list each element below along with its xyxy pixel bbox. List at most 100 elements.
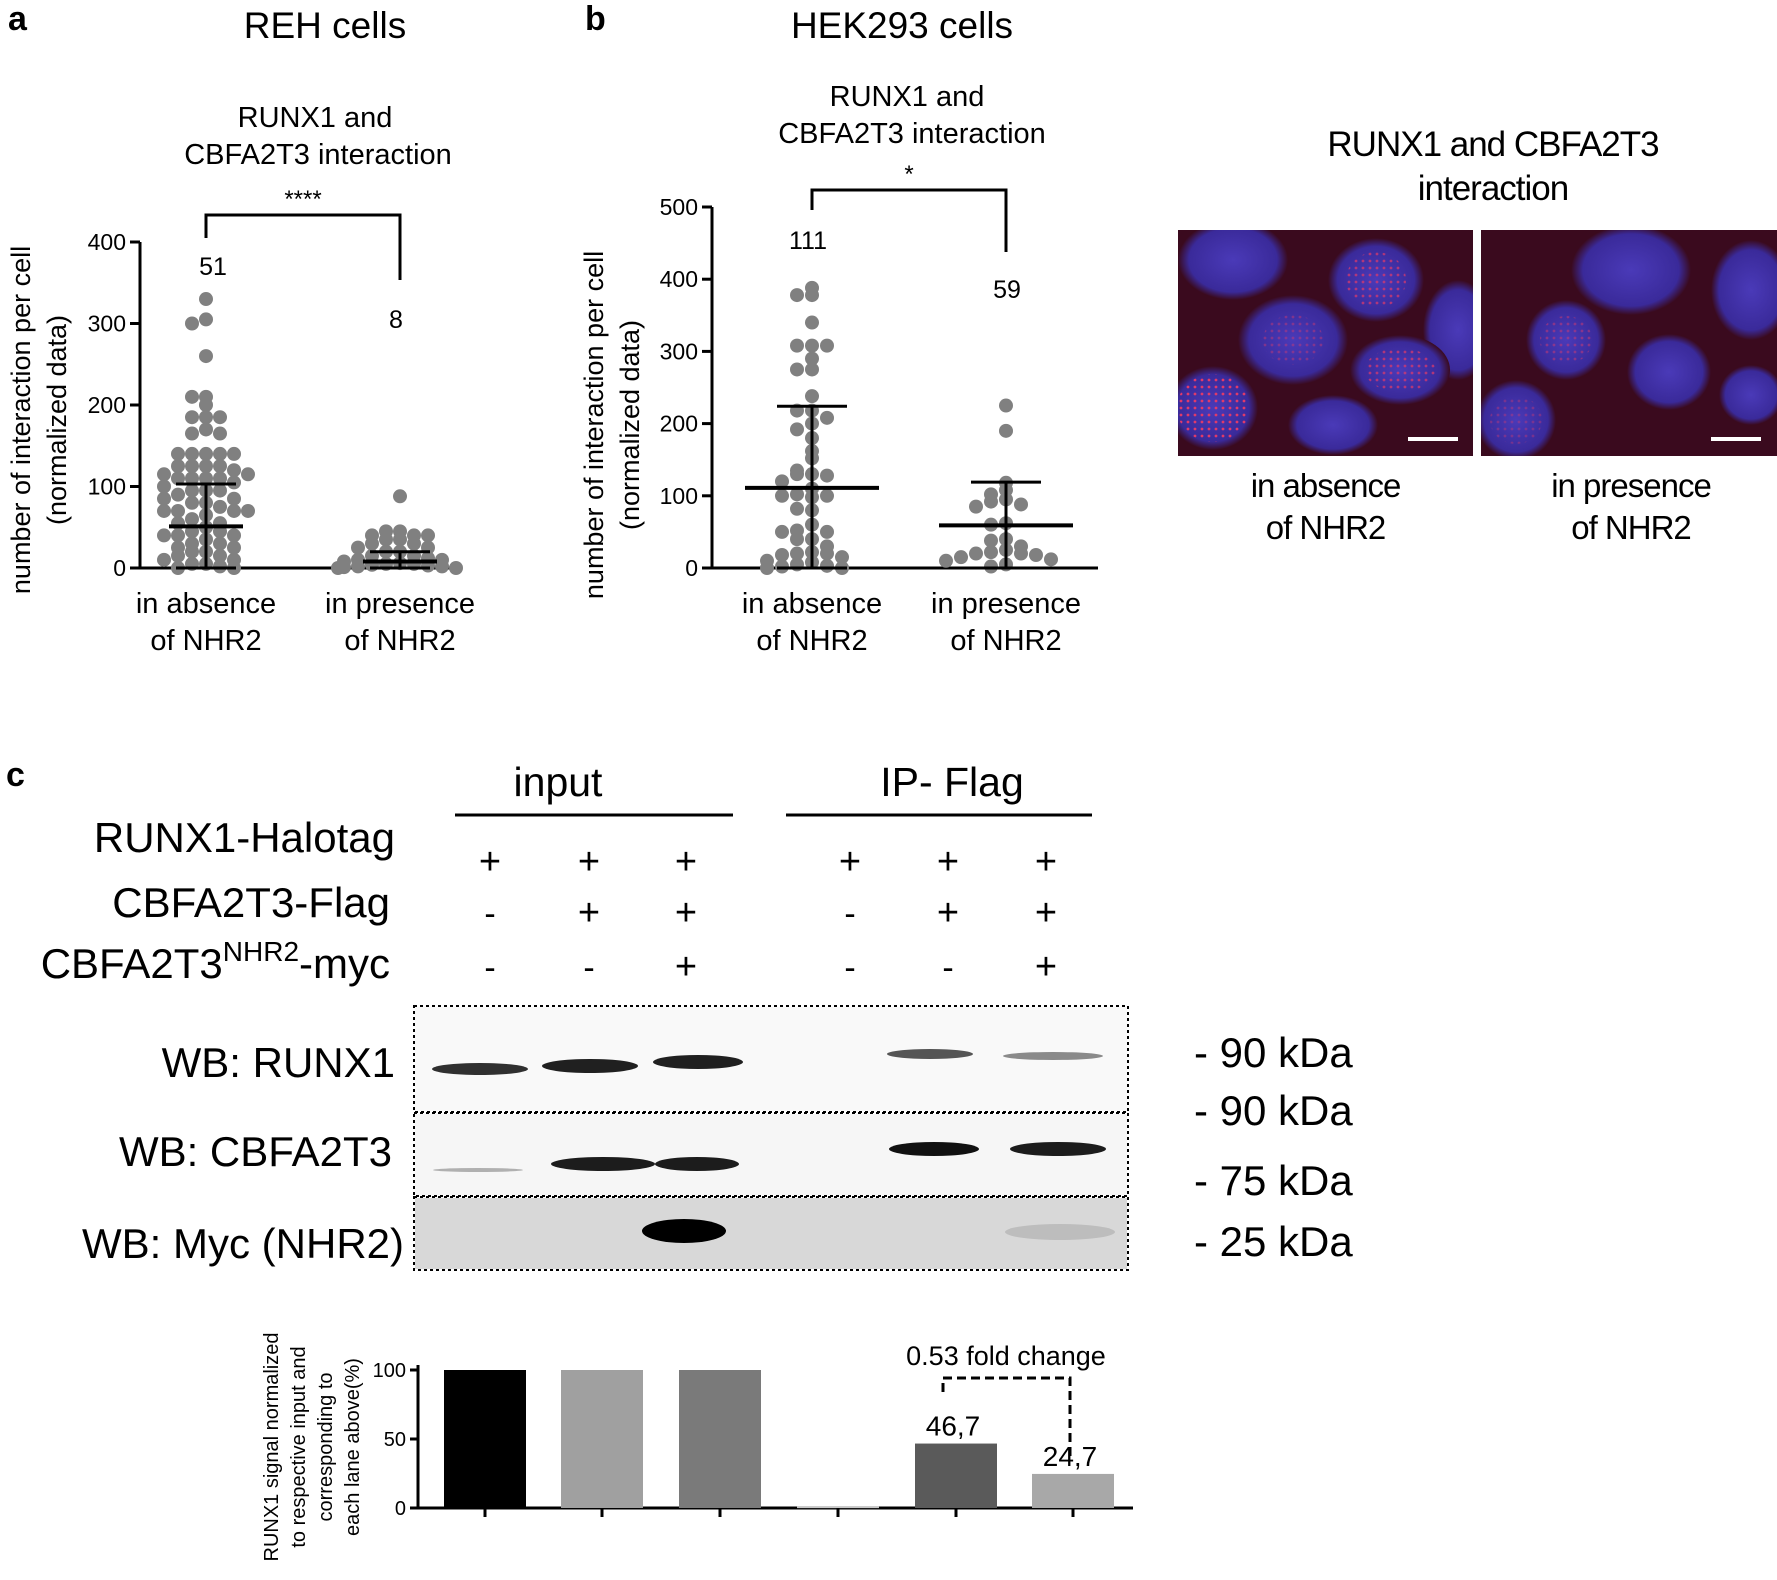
data-point xyxy=(227,540,241,555)
data-point xyxy=(331,561,345,575)
microscopy-image-absence xyxy=(1178,230,1473,456)
data-point xyxy=(449,561,463,575)
data-point xyxy=(199,410,213,425)
data-point xyxy=(805,338,819,353)
data-point xyxy=(227,503,241,518)
y-tick-label: 200 xyxy=(660,411,698,437)
data-point xyxy=(984,545,998,560)
n-label: 8 xyxy=(389,306,403,334)
minus-sign: - xyxy=(484,949,495,987)
significance-label: * xyxy=(904,161,913,188)
data-point xyxy=(171,528,185,543)
data-point xyxy=(157,552,171,567)
marker-75kda: - 75 kDa xyxy=(1194,1157,1353,1204)
chart-c-ylabel-line4: each lane above(%) xyxy=(342,1358,364,1536)
band-cbfa2t3-lane3 xyxy=(655,1157,739,1171)
image-label-absence: in absence of NHR2 xyxy=(1178,465,1473,549)
band-runx1-lane5 xyxy=(887,1049,973,1059)
plus-sign: + xyxy=(578,892,600,934)
y-tick-label: 50 xyxy=(384,1429,406,1451)
minus-sign: - xyxy=(844,895,855,933)
data-point xyxy=(954,550,968,565)
puncta xyxy=(1540,316,1592,364)
x-category-label: in absence xyxy=(136,588,276,620)
data-point xyxy=(171,487,185,502)
data-point xyxy=(1029,548,1043,563)
panel-a-heading: REH cells xyxy=(244,5,406,46)
chart-b-title-line1: RUNX1 and xyxy=(830,81,985,113)
data-point xyxy=(984,494,998,509)
scale-bar xyxy=(1711,437,1761,441)
y-tick-label: 200 xyxy=(88,392,126,418)
blot-label-runx1: WB: RUNX1 xyxy=(162,1039,395,1086)
data-point xyxy=(790,362,804,377)
plus-sign: + xyxy=(1035,841,1057,883)
data-point xyxy=(171,471,185,486)
data-point xyxy=(393,489,407,504)
data-point xyxy=(1044,552,1058,567)
bar xyxy=(444,1370,526,1508)
plus-sign: + xyxy=(1035,946,1057,988)
data-point xyxy=(820,558,834,573)
data-point xyxy=(185,471,199,486)
plus-sign: + xyxy=(675,946,697,988)
x-category-label: of NHR2 xyxy=(756,625,867,657)
y-tick-label: 100 xyxy=(88,474,126,500)
data-point xyxy=(199,349,213,364)
image-label-presence-line1: in presence xyxy=(1551,467,1712,504)
significance-bracket xyxy=(810,188,1008,252)
plus-sign: + xyxy=(839,841,861,883)
x-category-label: of NHR2 xyxy=(344,625,455,657)
microscopy-image-presence xyxy=(1481,230,1777,456)
data-point xyxy=(213,410,227,425)
data-point xyxy=(435,559,449,574)
nucleus xyxy=(1711,240,1777,340)
puncta xyxy=(1263,315,1323,365)
chart-c-ylabel-line2: to respective input and xyxy=(288,1346,310,1547)
n-label: 111 xyxy=(789,227,827,255)
condition-label-cbfa2t3-nhr2-myc: CBFA2T3NHR2-myc xyxy=(41,936,390,987)
data-point xyxy=(185,512,199,527)
images-title-line1: RUNX1 and CBFA2T3 xyxy=(1327,125,1659,164)
data-point xyxy=(227,491,241,506)
puncta xyxy=(1346,252,1406,308)
data-point xyxy=(820,468,834,483)
microscopy-presence-svg xyxy=(1481,230,1777,456)
bar xyxy=(797,1506,879,1509)
data-point xyxy=(171,548,185,563)
puncta xyxy=(1178,374,1249,442)
plus-sign: + xyxy=(675,892,697,934)
data-point xyxy=(820,338,834,353)
data-point xyxy=(1014,546,1028,561)
data-point xyxy=(775,548,789,563)
marker-25kda: - 25 kDa xyxy=(1194,1218,1353,1265)
data-point xyxy=(185,544,199,559)
y-tick-label: 100 xyxy=(373,1360,406,1382)
data-point xyxy=(790,338,804,353)
data-point xyxy=(805,351,819,366)
plus-sign: + xyxy=(937,892,959,934)
y-tick-label: 0 xyxy=(113,555,126,581)
condition-label-cbfa2t3-flag: CBFA2T3-Flag xyxy=(112,879,390,926)
data-point xyxy=(199,398,213,412)
bar-value-label: 24,7 xyxy=(1043,1441,1098,1472)
image-label-presence-line2: of NHR2 xyxy=(1571,509,1692,546)
n-label: 59 xyxy=(993,276,1021,304)
minus-sign: - xyxy=(942,949,953,987)
plus-sign: + xyxy=(675,841,697,883)
data-point xyxy=(939,553,953,568)
data-point xyxy=(790,288,804,303)
chart-c-bars: 0 50 100 46,7 24,7 xyxy=(373,1360,1133,1520)
blot-cbfa2t3-bands xyxy=(433,1142,1106,1172)
data-point xyxy=(407,536,421,551)
data-point xyxy=(805,315,819,330)
band-cbfa2t3-lane6 xyxy=(1010,1142,1106,1156)
microscopy-absence-svg xyxy=(1178,230,1473,456)
significance-bracket xyxy=(204,213,402,280)
y-tick-label: 400 xyxy=(660,266,698,292)
image-label-absence-line1: in absence xyxy=(1250,467,1402,504)
condition-signs: + + + + + + - + + - + + - - + - - + xyxy=(479,841,1057,988)
chart-c-ylabel-line1: RUNX1 signal normalized xyxy=(261,1333,283,1562)
nucleus xyxy=(1288,395,1378,455)
x-category-label: of NHR2 xyxy=(950,625,1061,657)
